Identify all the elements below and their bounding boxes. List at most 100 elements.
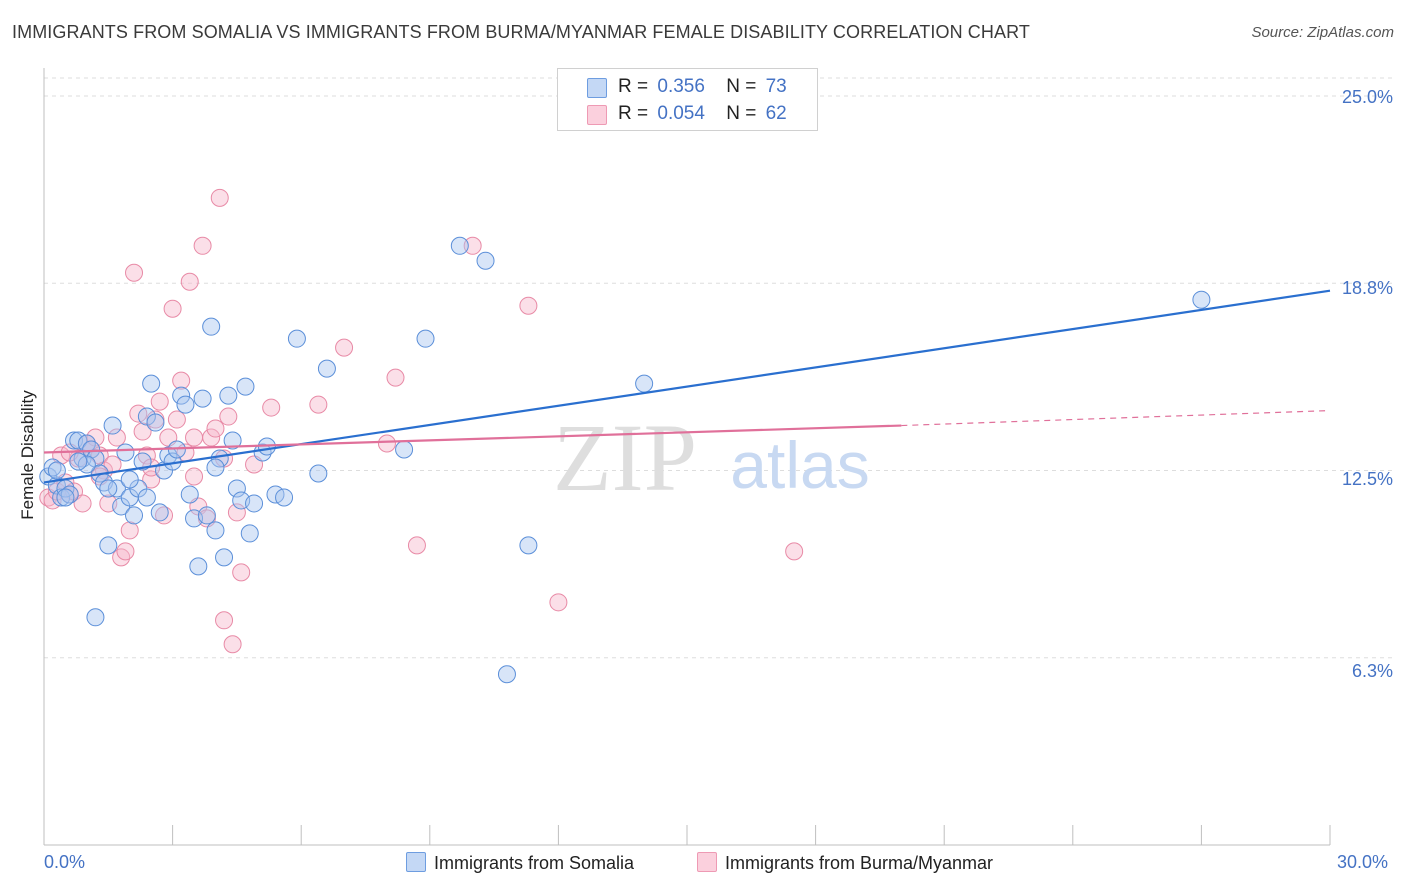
trend-line-burma (43, 424, 902, 454)
data-point-burma (193, 236, 212, 255)
legend-n-label: N = (726, 103, 757, 124)
bottom-legend-somalia: Immigrants from Somalia (406, 852, 634, 874)
y-tick-label: 18.8% (1341, 278, 1393, 298)
data-point-somalia (206, 521, 225, 540)
data-point-somalia (450, 236, 469, 255)
chart-title: IMMIGRANTS FROM SOMALIA VS IMMIGRANTS FR… (12, 22, 1030, 42)
watermark: ZIP atlas (553, 404, 870, 511)
data-point-somalia (219, 386, 238, 405)
data-point-somalia (146, 413, 165, 432)
data-point-somalia (236, 377, 255, 396)
data-point-burma (549, 593, 568, 612)
data-point-burma (377, 434, 396, 453)
legend-row-burma: R = 0.054 N = 62 (618, 103, 787, 125)
legend-row-somalia: R = 0.356 N = 73 (618, 76, 787, 98)
data-point-burma (167, 410, 186, 429)
data-point-burma (309, 395, 328, 414)
legend-n-value: 62 (765, 103, 787, 124)
data-point-burma (185, 428, 204, 447)
data-point-burma (116, 542, 135, 561)
y-tick-label: 25.0% (1341, 87, 1393, 107)
watermark-atlas: atlas (730, 428, 869, 502)
data-point-somalia (275, 488, 294, 507)
data-point-burma (150, 392, 169, 411)
data-point-somalia (476, 251, 495, 270)
data-point-somalia (180, 485, 199, 504)
legend: R = 0.356 N = 73 R = 0.054 N = 62 (557, 68, 818, 131)
legend-n-label: N = (726, 76, 757, 97)
bottom-legend-swatch-somalia (406, 852, 426, 872)
data-point-somalia (176, 395, 195, 414)
data-point-burma (206, 419, 225, 438)
bottom-legend-label-somalia: Immigrants from Somalia (434, 853, 635, 873)
data-point-somalia (309, 464, 328, 483)
legend-swatch-somalia (587, 78, 607, 98)
data-point-burma (219, 407, 238, 426)
data-point-somalia (197, 506, 216, 525)
data-point-somalia (227, 479, 246, 498)
legend-swatch-burma (587, 105, 607, 125)
y-tick-label: 12.5% (1341, 469, 1393, 489)
legend-r-label: R = (618, 76, 649, 97)
data-point-somalia (215, 548, 234, 567)
data-point-somalia (56, 488, 75, 507)
data-point-burma (223, 635, 242, 654)
y-axis-label: Female Disability (18, 390, 37, 520)
data-point-burma (202, 428, 221, 447)
data-point-somalia (240, 524, 259, 543)
data-point-burma (232, 563, 251, 582)
data-point-burma (519, 296, 538, 315)
data-point-somalia (193, 389, 212, 408)
data-point-somalia (125, 506, 144, 525)
data-point-somalia (142, 374, 161, 393)
bottom-legend-swatch-burma (697, 852, 717, 872)
y-tick-label: 6.3% (1351, 661, 1393, 681)
data-point-somalia (99, 536, 118, 555)
data-point-somalia (635, 374, 654, 393)
data-point-burma (386, 368, 405, 387)
data-point-somalia (99, 479, 118, 498)
data-point-somalia (206, 458, 225, 477)
data-point-burma (172, 371, 191, 390)
trend-line-burma-extension (901, 409, 1331, 427)
x-tick-label: 30.0% (1337, 852, 1389, 872)
legend-r-value: 0.356 (657, 76, 705, 97)
data-point-somalia (395, 440, 414, 459)
data-point-somalia (116, 443, 135, 462)
legend-r-value: 0.054 (657, 103, 705, 124)
data-point-burma (107, 428, 126, 447)
data-point-burma (463, 236, 482, 255)
data-point-somalia (287, 329, 306, 348)
bottom-legend-burma: Immigrants from Burma/Myanmar (697, 852, 993, 874)
data-point-burma (215, 611, 234, 630)
data-point-burma (133, 422, 152, 441)
data-point-burma (785, 542, 804, 561)
data-point-somalia (150, 503, 169, 522)
data-point-burma (227, 503, 246, 522)
data-point-somalia (69, 452, 88, 471)
data-point-somalia (189, 557, 208, 576)
watermark-zip: ZIP (553, 404, 697, 511)
source-credit: Source: ZipAtlas.com (1251, 24, 1394, 41)
data-point-burma (335, 338, 354, 357)
data-point-somalia (317, 359, 336, 378)
data-point-somalia (1192, 290, 1211, 309)
trend-line-somalia (43, 289, 1331, 484)
data-point-somalia (202, 317, 221, 336)
data-point-somalia (86, 608, 105, 627)
data-point-somalia (137, 488, 156, 507)
data-point-burma (163, 299, 182, 318)
data-point-somalia (47, 461, 66, 480)
data-point-somalia (120, 470, 139, 489)
data-point-somalia (223, 431, 242, 450)
legend-n-value: 73 (765, 76, 787, 97)
data-point-somalia (82, 440, 101, 459)
axes (43, 68, 1331, 846)
data-point-burma (210, 188, 229, 207)
data-point-somalia (245, 494, 264, 513)
data-point-burma (120, 521, 139, 540)
data-point-somalia (416, 329, 435, 348)
legend-r-label: R = (618, 103, 649, 124)
data-point-burma (262, 398, 281, 417)
